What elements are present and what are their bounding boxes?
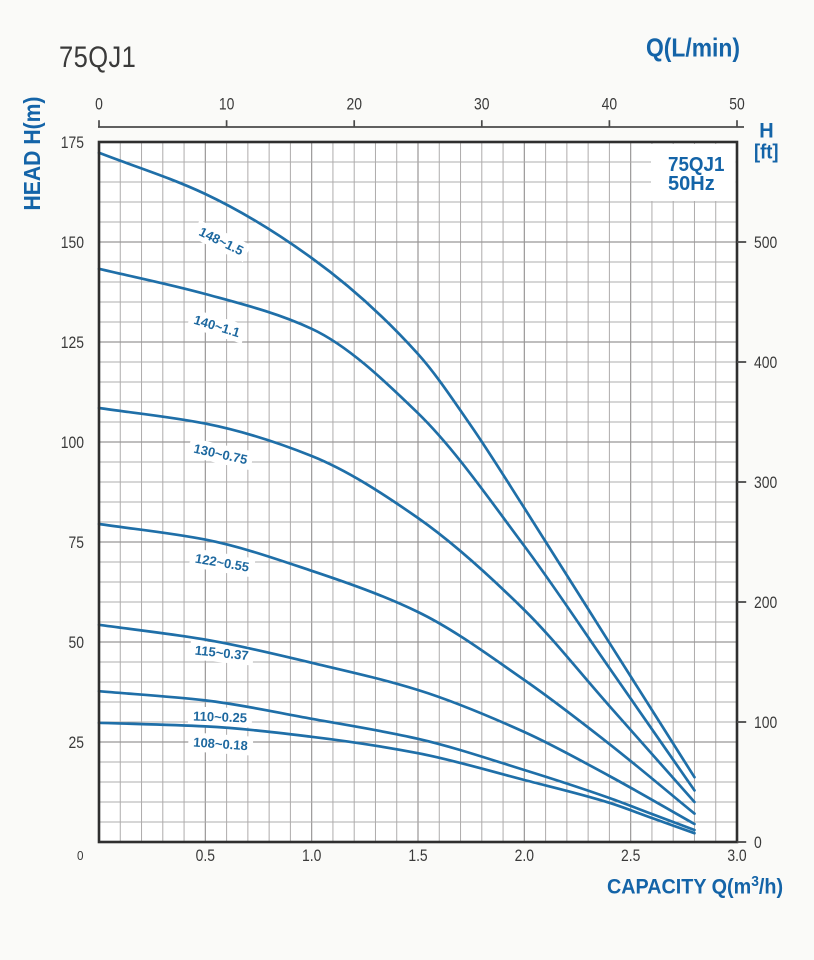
top-axis-tick-label-group: 20 [346, 95, 362, 114]
curve-label-backdrop [187, 706, 253, 728]
origin-tick-label: 0 [77, 849, 84, 863]
left-axis-tick-label-group: 100 [61, 434, 85, 453]
curve-label-group: 108~0.18 [187, 732, 254, 756]
right-axis-tick-label: 300 [754, 474, 778, 493]
right-axis-tick-label: 100 [754, 714, 778, 733]
chart-title-group: 75QJ1 [59, 40, 136, 73]
curve-label-group: 122~0.55 [188, 547, 256, 578]
right-axis-tick-label-group: 500 [754, 234, 778, 253]
left-axis-tick-label-group: 150 [61, 234, 85, 253]
bottom-axis-title-group: CAPACITY Q(m3/h) [607, 874, 783, 899]
curve-label-backdrop [188, 547, 256, 578]
left-axis-tick-label: 125 [61, 334, 84, 353]
bottom-axis-title-suffix: /h) [759, 875, 783, 899]
top-axis-tick-label: 20 [346, 95, 362, 114]
origin-tick-label-group: 0 [77, 849, 84, 863]
curve-148~1.5 [97, 151, 696, 779]
plot-border [97, 140, 739, 844]
legend-line2-group: 50Hz [668, 173, 715, 195]
top-axis-tick-label: 50 [729, 95, 745, 114]
curve-130~0.75 [97, 406, 696, 804]
curve-label-group: 130~0.75 [187, 437, 255, 471]
curve-label-group: 110~0.25 [187, 706, 253, 728]
left-axis-tick-label-group: 50 [69, 634, 85, 653]
bottom-axis-tick-label-group: 1.5 [408, 847, 427, 866]
top-axis-tick-label-group: 40 [602, 95, 618, 114]
bottom-axis-title: CAPACITY Q(m3/h) [607, 874, 783, 899]
right-axis-title-line1: H [759, 119, 773, 143]
right-axis-title-line1-group: H [759, 119, 773, 143]
right-axis-title-line2-group: [ft] [754, 142, 779, 164]
bottom-axis-tick-label: 1.5 [408, 847, 427, 866]
left-axis-title-group: HEAD H(m) [19, 97, 45, 211]
curve-115~0.37 [97, 623, 696, 826]
plot-layer: 148~1.5140~1.1130~0.75122~0.55115~0.3711… [61, 95, 778, 865]
curve-label-backdrop [187, 732, 254, 756]
legend-backdrop [651, 144, 736, 201]
bottom-axis-tick-label: 2.5 [621, 847, 640, 866]
right-axis-tick-label-group: 200 [754, 594, 778, 613]
top-axis-title: Q(L/min) [646, 34, 740, 63]
top-axis-tick-label: 40 [602, 95, 618, 114]
right-axis-tick-label: 0 [754, 834, 762, 853]
gridlines [99, 142, 737, 842]
page-title: 75QJ1 [59, 40, 136, 73]
right-axis-tick-label-group: 300 [754, 474, 778, 493]
top-axis-tick-label-group: 10 [219, 95, 235, 114]
bottom-axis-tick-label-group: 0.5 [196, 847, 215, 866]
left-axis-tick-label: 50 [69, 634, 85, 653]
curve-110~0.25 [97, 689, 696, 832]
left-axis-tick-label: 175 [61, 134, 84, 153]
curve-140~1.1 [97, 267, 696, 792]
curve-label-115~0.37: 115~0.37 [194, 643, 249, 664]
legend-model: 75QJ1 [668, 153, 725, 176]
legend-frequency: 50Hz [668, 173, 715, 195]
bottom-axis-tick-label-group: 3.0 [727, 847, 747, 866]
right-axis-title-line2: [ft] [754, 142, 779, 164]
top-axis-tick-label-group: 50 [729, 95, 745, 114]
right-axis-tick-label: 400 [754, 354, 778, 373]
curve-label-backdrop [186, 308, 248, 344]
curve-108~0.18 [97, 721, 696, 835]
left-axis-tick-label: 25 [69, 734, 84, 753]
curve-label-backdrop [191, 220, 252, 263]
left-axis-tick-label-group: 125 [61, 334, 84, 353]
bottom-axis-tick-label-group: 1.0 [302, 847, 322, 866]
curve-label-backdrop [187, 437, 255, 471]
bottom-axis-title-sup: 3 [751, 874, 759, 891]
left-axis-tick-label: 75 [69, 534, 84, 553]
top-axis-tick-label: 30 [474, 95, 490, 114]
left-axis-tick-label: 100 [61, 434, 85, 453]
legend-line1-group: 75QJ1 [668, 153, 725, 176]
bottom-axis-title-prefix: CAPACITY Q(m [607, 875, 751, 899]
bottom-axis-tick-label: 0.5 [196, 847, 215, 866]
bottom-axis-tick-label-group: 2.0 [515, 847, 535, 866]
curve-label-110~0.25: 110~0.25 [193, 709, 247, 726]
top-axis-tick-label: 0 [95, 95, 103, 114]
right-axis-tick-label-group: 400 [754, 354, 778, 373]
bottom-axis-tick-label: 1.0 [302, 847, 322, 866]
left-axis-tick-label-group: 75 [69, 534, 84, 553]
left-axis-tick-label: 150 [61, 234, 85, 253]
right-axis-tick-label-group: 0 [754, 834, 762, 853]
curve-label-108~0.18: 108~0.18 [193, 735, 249, 754]
left-axis-tick-label-group: 175 [61, 134, 84, 153]
bottom-axis-tick-label: 2.0 [515, 847, 535, 866]
right-axis-tick-label: 500 [754, 234, 778, 253]
top-axis-tick-label: 10 [219, 95, 235, 114]
right-axis-tick-label: 200 [754, 594, 778, 613]
top-axis-tick-label-group: 30 [474, 95, 490, 114]
curve-122~0.55 [97, 522, 696, 815]
left-axis-tick-label-group: 25 [69, 734, 84, 753]
right-axis-tick-label-group: 100 [754, 714, 778, 733]
bottom-axis-tick-label-group: 2.5 [621, 847, 640, 866]
top-axis-title-group: Q(L/min) [646, 34, 740, 63]
curves [97, 151, 696, 835]
bottom-axis-tick-label: 3.0 [727, 847, 747, 866]
top-axis-tick-label-group: 0 [95, 95, 103, 114]
left-axis-title: HEAD H(m) [19, 97, 45, 211]
